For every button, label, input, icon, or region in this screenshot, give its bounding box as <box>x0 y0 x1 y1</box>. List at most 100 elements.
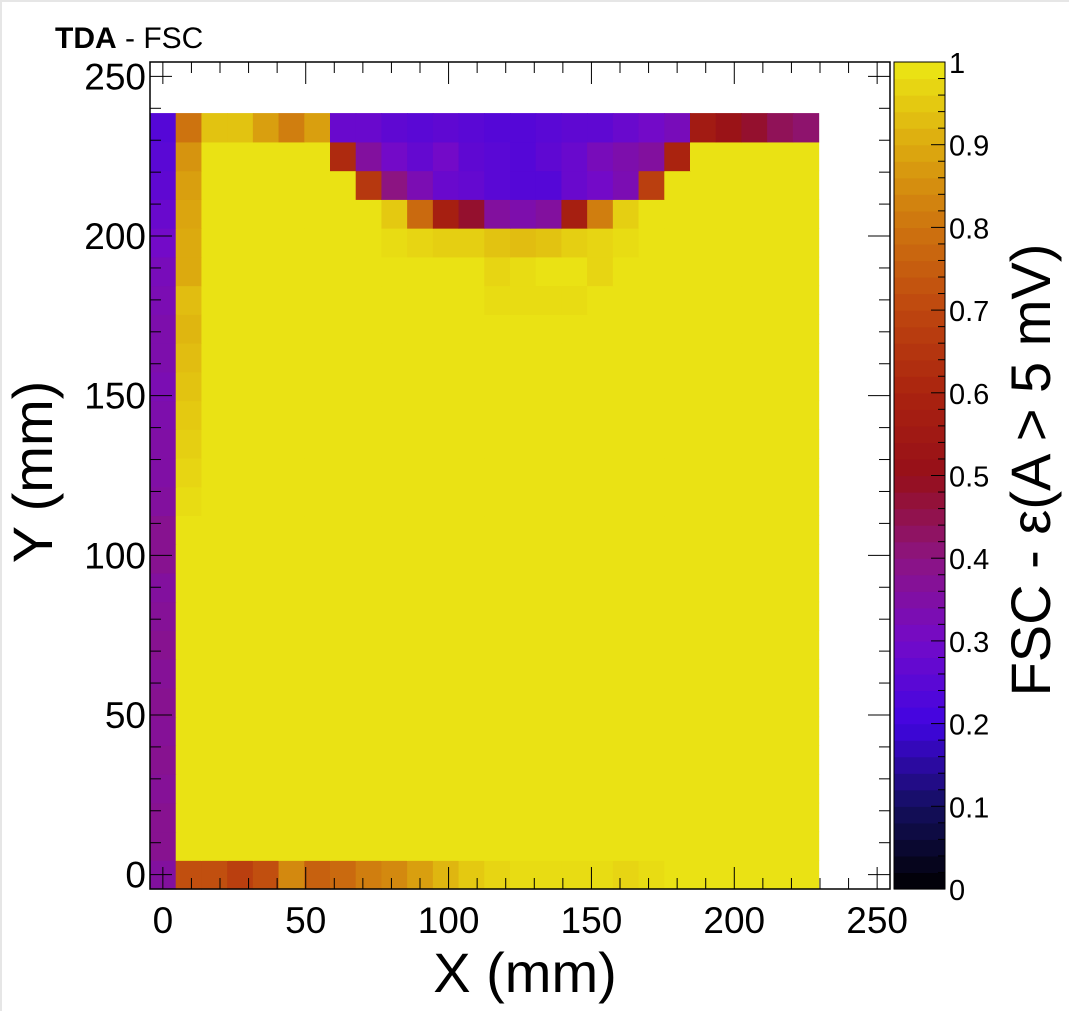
heatmap-cell <box>381 860 408 890</box>
heatmap-cell <box>304 457 331 488</box>
heatmap-cell <box>612 199 640 229</box>
palette-band <box>894 442 945 460</box>
heatmap-cell <box>304 572 331 603</box>
heatmap-cell <box>484 745 511 775</box>
palette-band <box>894 310 945 328</box>
heatmap-cell <box>664 170 691 200</box>
heatmap-cell <box>175 113 203 143</box>
heatmap-cell <box>638 342 665 373</box>
heatmap-cell <box>227 371 254 402</box>
heatmap-cell <box>587 141 614 172</box>
x-tick-label: 200 <box>703 900 765 941</box>
heatmap-cell <box>484 429 511 459</box>
heatmap-cell <box>561 371 588 402</box>
heatmap-cell <box>304 860 331 890</box>
heatmap-cell <box>792 544 820 574</box>
heatmap-cell <box>638 601 665 631</box>
heatmap-cell <box>690 860 717 890</box>
heatmap-cell <box>535 342 563 373</box>
heatmap-cell <box>638 199 665 229</box>
heatmap-cell <box>535 256 563 287</box>
heatmap-cell <box>741 429 768 459</box>
heatmap-cell <box>355 572 383 603</box>
y-tick-label: 100 <box>84 535 146 576</box>
heatmap-cell <box>484 285 511 315</box>
heatmap-cell <box>278 342 305 373</box>
heatmap-cell <box>432 256 460 287</box>
heatmap-cell <box>227 544 254 574</box>
heatmap-cell <box>278 256 305 287</box>
heatmap-cell <box>792 630 820 660</box>
palette-band <box>894 756 945 774</box>
heatmap-cell <box>587 601 614 631</box>
heatmap-cell <box>587 544 614 574</box>
heatmap-cell <box>690 630 717 660</box>
heatmap-cell <box>227 170 254 200</box>
heatmap-cell <box>201 314 228 344</box>
heatmap-cell <box>458 457 485 488</box>
heatmap-cell <box>252 802 280 833</box>
heatmap-cell <box>561 228 588 258</box>
heatmap-cell <box>690 716 717 746</box>
heatmap-cell <box>535 285 563 315</box>
heatmap-cell <box>792 314 820 344</box>
heatmap-cell <box>690 802 717 833</box>
heatmap-cell <box>355 630 383 660</box>
heatmap-cell <box>612 745 640 775</box>
heatmap-cell <box>792 831 820 861</box>
heatmap-cell <box>510 400 537 430</box>
palette-band <box>894 690 945 708</box>
heatmap-cell <box>792 228 820 258</box>
heatmap-cell <box>278 371 305 402</box>
heatmap-cell <box>304 774 331 804</box>
heatmap-cell <box>458 659 485 689</box>
heatmap-cell <box>355 113 383 143</box>
heatmap-cell <box>510 371 537 402</box>
heatmap-cell <box>484 228 511 258</box>
heatmap-cell <box>407 285 434 315</box>
heatmap-cell <box>510 228 537 258</box>
heatmap-cell <box>201 141 228 172</box>
heatmap-cell <box>150 342 177 373</box>
heatmap-cell <box>175 228 203 258</box>
heatmap-cell <box>767 285 794 315</box>
heatmap-cell <box>227 860 254 890</box>
heatmap-cell <box>741 256 768 287</box>
heatmap-cell <box>535 400 563 430</box>
heatmap-cell <box>330 601 357 631</box>
heatmap-cell <box>175 572 203 603</box>
heatmap-cell <box>638 659 665 689</box>
z-tick-label: 0.9 <box>949 131 989 163</box>
heatmap-cell <box>664 457 691 488</box>
heatmap-cell <box>535 687 563 718</box>
heatmap-cell <box>690 544 717 574</box>
x-tick-label: 250 <box>846 900 908 941</box>
heatmap-cell <box>664 659 691 689</box>
heatmap-cell <box>767 314 794 344</box>
heatmap-cell <box>381 371 408 402</box>
z-tick-label: 0.8 <box>949 213 989 245</box>
heatmap-cell <box>252 429 280 459</box>
heatmap-cell <box>175 515 203 545</box>
heatmap-cell <box>587 486 614 517</box>
heatmap-cell <box>767 113 794 143</box>
heatmap-cell <box>201 544 228 574</box>
heatmap-cell <box>355 831 383 861</box>
heatmap-cell <box>612 659 640 689</box>
z-tick-label: 1 <box>949 48 965 80</box>
heatmap-cell <box>252 457 280 488</box>
heatmap-cell <box>612 285 640 315</box>
heatmap-cell <box>432 170 460 200</box>
heatmap-cell <box>201 572 228 603</box>
heatmap-cell <box>407 314 434 344</box>
heatmap-cell <box>432 314 460 344</box>
heatmap-cell <box>201 371 228 402</box>
heatmap-cell <box>715 486 743 517</box>
y-tick-label: 200 <box>84 216 146 257</box>
heatmap-cell <box>741 314 768 344</box>
heatmap-cell <box>407 486 434 517</box>
heatmap-cell <box>587 831 614 861</box>
heatmap-cell <box>690 371 717 402</box>
heatmap-cell <box>355 860 383 890</box>
heatmap-cell <box>690 486 717 517</box>
